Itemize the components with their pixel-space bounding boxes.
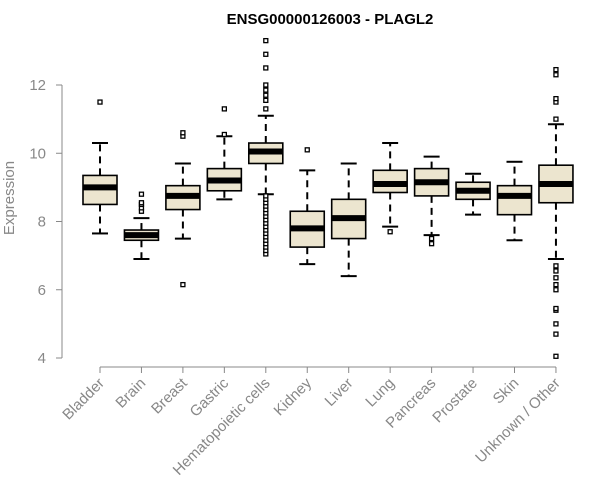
outlier-point (304, 147, 310, 153)
x-tick-label: Bladder (59, 375, 108, 424)
outlier-point (428, 241, 435, 247)
x-tick-label: Brain (112, 375, 149, 412)
box-pancreas (413, 155, 450, 247)
x-tick-label: Kidney (271, 374, 316, 419)
x-tick-label: Lung (362, 375, 398, 411)
outlier-point (553, 353, 559, 359)
outlier-point (263, 106, 269, 112)
outlier-point (553, 263, 559, 269)
outlier-point (221, 106, 228, 112)
outlier-point (263, 92, 269, 98)
outlier-point (553, 281, 559, 288)
outlier-point (97, 99, 103, 105)
box-brain (123, 191, 160, 261)
chart-title: ENSG00000126003 - PLAGL2 (227, 11, 434, 28)
y-axis-label: Expression (1, 161, 18, 235)
box-breast (165, 130, 201, 288)
outlier-point (263, 87, 269, 93)
x-tick-label: Liver (322, 375, 357, 410)
boxes-group (82, 37, 574, 359)
box-bladder (82, 99, 118, 235)
outlier-point (180, 130, 186, 136)
iqr-box (496, 184, 533, 216)
outlier-point (553, 96, 559, 102)
outlier-point (263, 51, 269, 57)
box-gastric (206, 106, 243, 201)
box-unknown-other (538, 66, 574, 359)
box-skin (496, 160, 533, 242)
outlier-point (553, 331, 559, 337)
y-tick-label: 4 (38, 350, 46, 367)
box-kidney (289, 147, 326, 266)
outlier-point (553, 305, 559, 312)
outlier-point (138, 191, 145, 197)
outlier-point (553, 116, 559, 122)
y-tick-label: 8 (38, 214, 46, 231)
x-tick-label: Breast (148, 374, 191, 417)
outlier-point (553, 321, 559, 327)
outlier-point (263, 97, 269, 104)
outlier-point (428, 235, 435, 242)
outlier-point (263, 82, 269, 88)
outlier-point (553, 66, 559, 73)
box-prostate (455, 172, 491, 216)
box-lung (372, 142, 408, 235)
box-liver (330, 162, 367, 278)
y-axis: 4 6 8 10 12 (29, 77, 63, 367)
outlier-point (553, 275, 559, 281)
box-hematopoietic-cells (248, 37, 284, 257)
outlier-point (263, 193, 269, 199)
y-tick-label: 6 (38, 282, 46, 299)
outlier-point (263, 65, 269, 71)
outlier-point (553, 268, 559, 274)
outlier-point (138, 200, 145, 206)
outlier-point (553, 72, 559, 78)
x-tick-label: Skin (490, 375, 523, 408)
outlier-point (221, 131, 228, 138)
y-tick-label: 12 (29, 77, 46, 94)
y-tick-label: 10 (29, 145, 46, 162)
outlier-point (553, 287, 559, 293)
outlier-point (387, 229, 393, 235)
outlier-point (263, 37, 269, 44)
outlier-point (180, 281, 186, 288)
x-tick-label: Prostate (429, 375, 481, 427)
